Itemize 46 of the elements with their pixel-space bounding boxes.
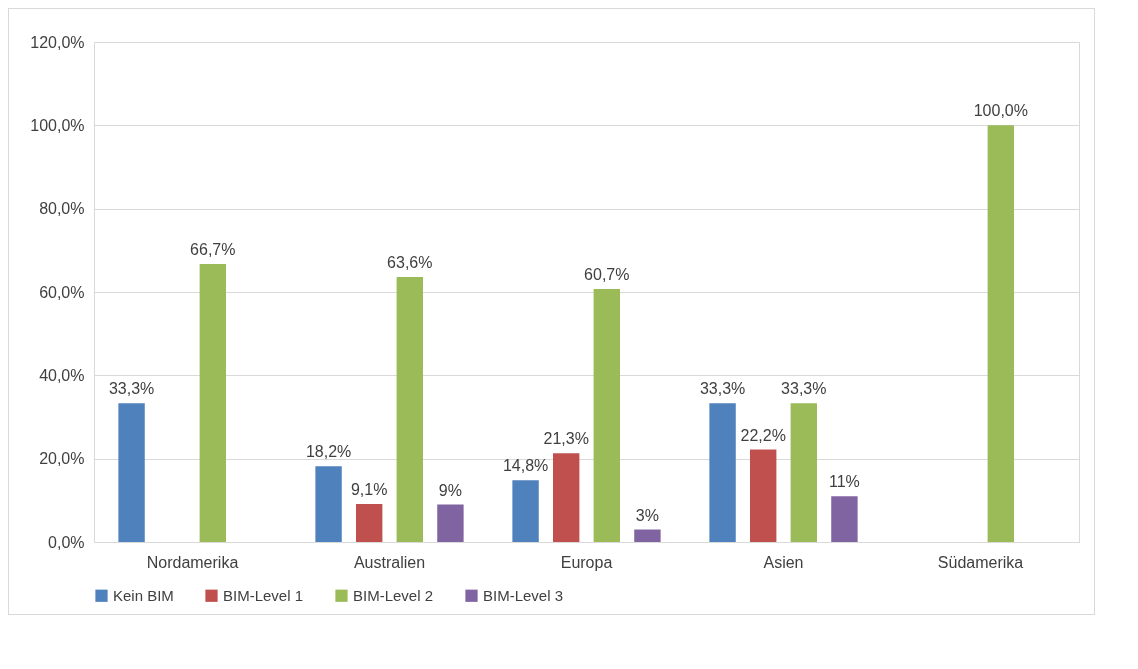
bar [709, 403, 736, 542]
bar [552, 453, 580, 542]
data-label: 14,8% [502, 457, 549, 475]
bar [831, 496, 858, 542]
data-label: 100,0% [973, 102, 1028, 120]
bar [987, 125, 1015, 542]
legend-label: Kein BIM [113, 586, 174, 604]
x-tick-label: Asien [763, 553, 804, 571]
legend-label: BIM-Level 1 [223, 586, 304, 604]
data-label: 11% [829, 473, 860, 491]
y-tick-label: 20,0% [39, 450, 85, 468]
y-tick-label: 60,0% [39, 283, 85, 301]
bar [634, 529, 661, 542]
data-label: 33,3% [699, 380, 746, 398]
bar [355, 504, 383, 542]
x-tick-label: Europa [560, 553, 613, 571]
legend-label: BIM-Level 2 [353, 586, 434, 604]
data-label: 60,7% [584, 266, 630, 284]
data-label: 21,3% [543, 430, 589, 448]
data-label: 66,7% [190, 241, 236, 259]
bar [118, 403, 145, 542]
y-tick-label: 120,0% [30, 33, 85, 51]
data-label: 33,3% [781, 380, 827, 398]
bar [199, 264, 227, 542]
bar [790, 403, 818, 542]
bar [749, 449, 777, 542]
data-label: 63,6% [387, 254, 433, 271]
data-label: 22,2% [740, 426, 786, 444]
bar [512, 480, 539, 542]
y-tick-label: 80,0% [39, 200, 85, 218]
y-tick-label: 40,0% [39, 366, 85, 384]
data-label: 33,3% [108, 380, 155, 398]
x-tick-label: Südamerika [937, 553, 1024, 571]
bar [437, 504, 464, 542]
legend-label: BIM-Level 3 [483, 586, 564, 604]
x-tick-label: Australien [353, 553, 426, 571]
bar [315, 466, 342, 542]
data-label: 3% [635, 506, 659, 524]
y-tick-label: 100,0% [30, 116, 85, 134]
data-label: 9,1% [350, 481, 388, 499]
y-tick-label: 0,0% [48, 533, 85, 551]
bar [593, 289, 621, 542]
bar [396, 277, 424, 542]
data-label: 18,2% [305, 443, 352, 461]
data-label: 9% [438, 481, 462, 499]
x-tick-label: Nordamerika [146, 553, 239, 571]
